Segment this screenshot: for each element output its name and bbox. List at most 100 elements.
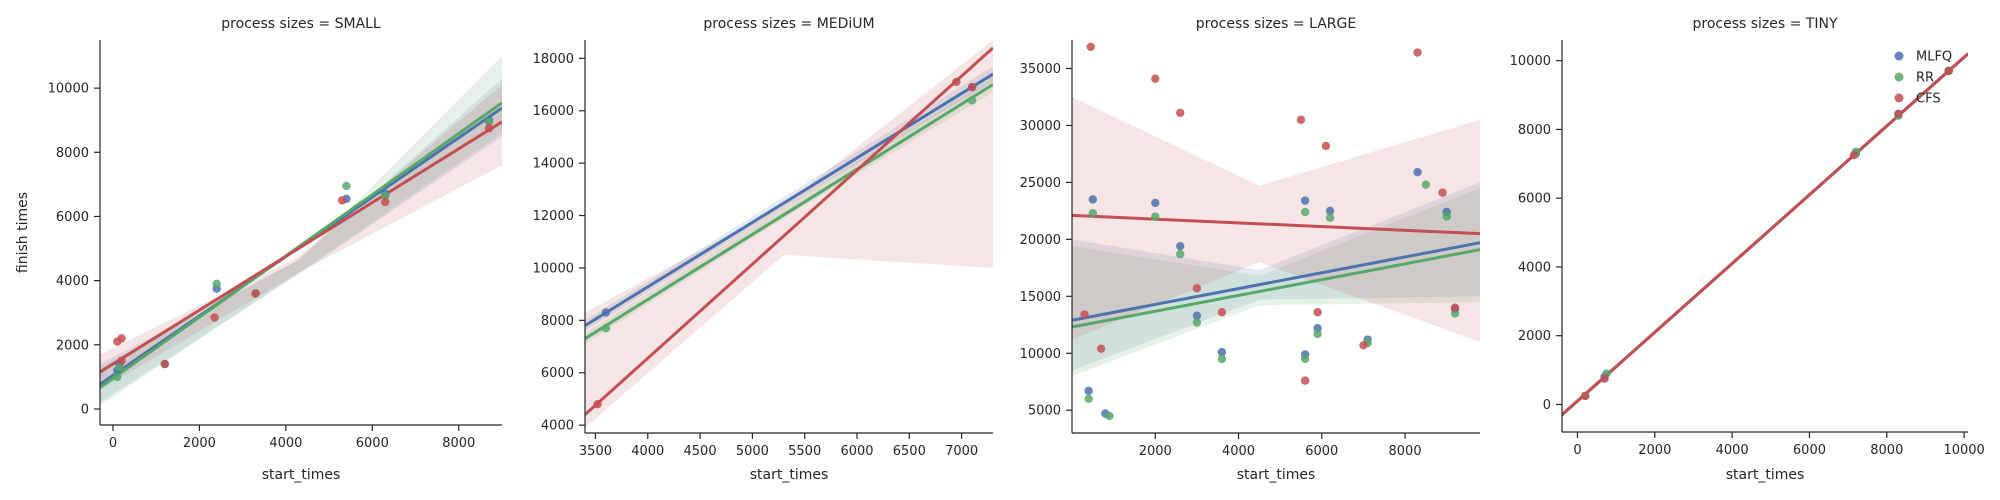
regression-line — [1072, 241, 1480, 322]
data-point — [1438, 188, 1447, 197]
data-point — [1313, 329, 1322, 339]
data-point — [381, 197, 390, 207]
legend-marker — [1894, 93, 1904, 103]
data-point — [1088, 195, 1098, 204]
data-point — [1096, 344, 1106, 353]
x-tick-label: 3500 — [579, 444, 612, 459]
data-point — [381, 191, 390, 200]
data-point — [484, 117, 494, 127]
plot-area — [1072, 96, 1480, 377]
data-point — [952, 77, 961, 87]
data-point — [117, 334, 126, 343]
data-point — [1192, 284, 1202, 293]
x-tick-label: 8000 — [442, 436, 475, 451]
y-tick-label: 5000 — [1028, 404, 1061, 419]
data-point — [1325, 213, 1335, 222]
panel-title: process sizes = TINY — [1692, 16, 1837, 32]
data-point — [1084, 386, 1093, 396]
x-tick-label: 0 — [109, 436, 117, 451]
x-tick-label: 0 — [1573, 443, 1581, 458]
y-tick-label: 10000 — [1510, 54, 1551, 69]
data-point — [251, 289, 260, 298]
data-point — [1321, 141, 1331, 151]
y-axis-label: finish times — [15, 192, 31, 273]
data-point — [337, 196, 347, 205]
x-tick-label: 6500 — [893, 444, 926, 459]
legend-marker — [1894, 72, 1904, 82]
x-tick-label: 2000 — [1638, 443, 1671, 458]
panel-0: 0 2000 4000 6000 8000 0 2000 4000 6000 8000 10000 p… — [15, 16, 502, 483]
plot-area — [585, 40, 993, 428]
x-tick-label: 4000 — [269, 436, 302, 451]
y-tick-label: 4000 — [56, 274, 89, 289]
x-tick-label: 6000 — [1305, 444, 1338, 459]
x-tick-label: 4000 — [631, 444, 664, 459]
y-tick-label: 6000 — [541, 366, 574, 381]
y-tick-label: 4000 — [541, 419, 574, 434]
regression-line — [585, 46, 993, 416]
plot-area — [1562, 51, 1968, 417]
x-axis-label: start_times — [262, 467, 341, 483]
data-point — [1176, 108, 1185, 118]
regression-line — [100, 120, 502, 374]
y-tick-label: 4000 — [1518, 260, 1551, 275]
panel-2: 2000 4000 6000 8000 5000 10000 15000 20000 25000… — [1020, 16, 1480, 483]
y-tick-label: 20000 — [1020, 233, 1061, 248]
data-point — [1300, 207, 1310, 217]
regression-line — [1072, 248, 1480, 329]
data-point — [1192, 311, 1202, 320]
data-point — [117, 356, 126, 366]
y-tick-label: 8000 — [56, 146, 89, 161]
x-tick-label: 10000 — [1943, 443, 1984, 458]
data-point — [1325, 206, 1335, 216]
data-point — [1442, 212, 1451, 221]
panel-title: process sizes = MEDiUM — [703, 16, 874, 32]
y-tick-label: 16000 — [533, 104, 574, 119]
confidence-band — [585, 40, 993, 428]
regression-line — [585, 72, 993, 327]
y-tick-label: 15000 — [1020, 290, 1061, 305]
data-point — [1151, 198, 1160, 208]
data-point — [1088, 208, 1098, 218]
data-point — [1413, 167, 1422, 177]
y-tick-label: 6000 — [1518, 192, 1551, 207]
panel-title: process sizes = LARGE — [1196, 16, 1356, 32]
data-point — [1944, 66, 1953, 76]
data-point — [601, 324, 611, 333]
x-tick-label: 5000 — [736, 444, 769, 459]
legend-label: MLFQ — [1916, 50, 1952, 65]
data-point — [1421, 180, 1431, 189]
y-tick-label: 18000 — [533, 52, 574, 67]
data-point — [1300, 354, 1310, 364]
legend-label: RR — [1916, 71, 1934, 86]
data-point — [1176, 241, 1185, 251]
data-point — [1086, 42, 1095, 52]
y-tick-label: 25000 — [1020, 176, 1061, 191]
data-point — [115, 363, 124, 372]
data-point — [1313, 308, 1322, 317]
data-point — [1600, 374, 1609, 383]
x-tick-label: 8000 — [1870, 443, 1903, 458]
x-tick-label: 2000 — [183, 436, 216, 451]
regression-line — [585, 83, 993, 340]
data-point — [967, 96, 977, 105]
y-tick-label: 0 — [1543, 398, 1551, 413]
data-point — [210, 313, 219, 322]
y-tick-label: 2000 — [1518, 329, 1551, 344]
x-tick-label: 5500 — [788, 444, 821, 459]
y-tick-label: 0 — [81, 402, 89, 417]
data-point — [1217, 354, 1227, 364]
y-tick-label: 8000 — [541, 314, 574, 329]
data-point — [1450, 303, 1460, 312]
panel-1: 3500 4000 4500 5000 5500 6000 6500 7000 4000 6000… — [533, 16, 993, 483]
data-point — [1581, 391, 1590, 401]
data-point — [212, 279, 221, 289]
legend: MLFQ RR CFS — [1894, 50, 1952, 107]
y-tick-label: 35000 — [1020, 62, 1061, 77]
x-axis-label: start_times — [750, 467, 829, 483]
confidence-band — [100, 56, 502, 406]
data-point — [1151, 74, 1160, 83]
y-tick-label: 10000 — [48, 82, 89, 97]
data-point — [160, 359, 170, 369]
x-tick-label: 8000 — [1389, 444, 1422, 459]
